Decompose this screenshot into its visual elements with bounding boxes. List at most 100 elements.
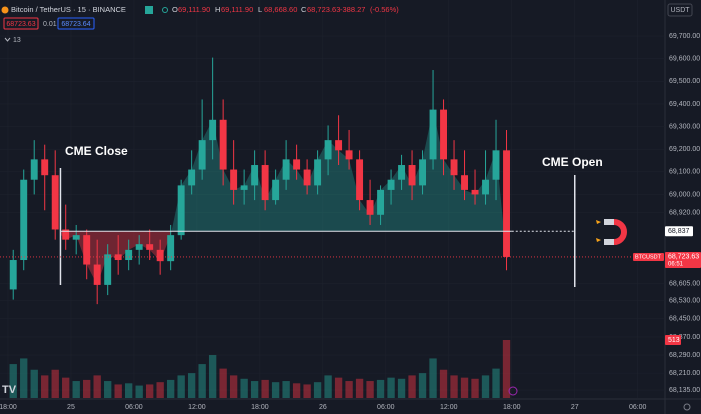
volume-bar [282, 381, 290, 398]
y-tick-label: 68,920.00 [669, 209, 700, 216]
volume-bar [240, 378, 248, 398]
candle-body [471, 189, 479, 195]
candle-body [461, 175, 468, 190]
volume-badge-label: 513 [668, 337, 680, 344]
volume-bar [408, 375, 416, 398]
candle-body [419, 159, 427, 186]
candle-body [156, 249, 164, 262]
candle-body [377, 189, 385, 215]
symbol[interactable]: Bitcoin / TetherUS · 15 · BINANCE [11, 5, 126, 14]
volume-bar [418, 373, 427, 398]
candle-body [314, 159, 322, 186]
y-tick-label: 68,290.00 [669, 352, 700, 359]
volume-bar [114, 384, 122, 398]
volume-bar [345, 381, 353, 398]
candle-body [41, 159, 49, 176]
volume-bar [397, 378, 406, 398]
volume [9, 340, 511, 398]
candle-body [324, 140, 332, 160]
change: -388.27 [340, 5, 365, 14]
candle-body [440, 109, 448, 160]
volume-bar [9, 364, 17, 398]
y-tick-label: 68,370.00 [669, 334, 700, 341]
candle-body [398, 165, 406, 180]
volume-bar [83, 379, 91, 398]
volume-bar [261, 379, 269, 398]
volume-bar [51, 369, 59, 398]
volume-bar [355, 378, 364, 398]
candle-body [503, 150, 510, 257]
y-tick-label: 69,300.00 [669, 123, 700, 130]
bid-box[interactable] [3, 17, 39, 30]
volume-bar [72, 381, 80, 398]
symbol-badge [633, 252, 664, 261]
candle-body [135, 244, 143, 250]
volume-bar [271, 382, 280, 398]
candle-body [303, 169, 311, 186]
candle-body [114, 254, 122, 261]
indicators-count: 13 [13, 37, 21, 44]
legend-key: C [301, 5, 307, 14]
legend-key: H [215, 5, 220, 14]
legend-value: 68,668.60 [264, 5, 297, 14]
candle-body [125, 249, 133, 261]
flag-icon[interactable] [145, 6, 153, 14]
logo[interactable]: TV [2, 384, 17, 396]
legend-key: O [172, 5, 178, 14]
legend-value: 69,111.90 [178, 5, 210, 14]
candle-body [146, 244, 154, 250]
candle-body [72, 235, 80, 240]
countdown: 06:51 [668, 262, 684, 268]
candle-body [93, 264, 101, 285]
y-tick-label: 69,700.00 [669, 33, 700, 40]
y-tick-label: 69,400.00 [669, 101, 700, 108]
candle-body [282, 159, 290, 180]
change-pct: (-0.56%) [370, 5, 399, 14]
volume-bar [450, 375, 458, 398]
volume-bar [145, 384, 154, 398]
y-tick-label: 69,500.00 [669, 78, 700, 85]
currency-box[interactable] [667, 3, 693, 17]
legend-key: L [258, 5, 262, 14]
y-tick-label: 69,100.00 [669, 169, 700, 176]
candle-body [167, 235, 175, 262]
y-tick-label: 68,135.00 [669, 387, 700, 394]
volume-bar [250, 381, 259, 398]
currency: USDT [670, 7, 690, 14]
x-tick-label: 06:00 [629, 404, 647, 411]
candle-body [20, 179, 28, 261]
candle-body [492, 150, 500, 180]
price-badge [665, 251, 701, 268]
volume-bar [429, 358, 437, 398]
overlays: 68,837 BTCUSDT 68,723.63 06:51 513 [0, 168, 701, 345]
candle-body [272, 179, 280, 201]
price-badge-label: 68,723.63 [668, 253, 699, 260]
status-icon [162, 7, 168, 13]
volume-bar [219, 368, 227, 398]
collapse-icon[interactable] [4, 37, 11, 42]
y-tick-label: 68,210.00 [669, 370, 700, 377]
volume-bar [166, 379, 175, 398]
x-tick-label: 27 [571, 404, 579, 411]
candle-body [429, 109, 437, 160]
volume-bar [41, 375, 49, 398]
volume-bar [125, 383, 133, 398]
ask-box[interactable] [57, 17, 95, 30]
x-tick-label: 12:00 [188, 404, 206, 411]
baseline-fills [60, 109, 507, 285]
volume-bar [376, 379, 385, 398]
y-tick-label: 68,530.00 [669, 298, 700, 305]
x-tick-label: 18:00 [0, 404, 17, 411]
candle-body [62, 229, 70, 240]
candle-body [30, 159, 38, 180]
candle-body [219, 119, 227, 170]
annotation: CME Close [65, 144, 128, 158]
x-tick-label: 06:00 [377, 404, 395, 411]
legend: O 69,111.90 H 69,111.90 L 68,668.60 C 68,723.63… [172, 5, 399, 14]
replay-icon[interactable] [508, 386, 518, 396]
settings-icon[interactable] [683, 403, 691, 411]
candle-body [366, 200, 374, 215]
volume-bar [366, 381, 374, 398]
volume-bar [324, 375, 332, 398]
